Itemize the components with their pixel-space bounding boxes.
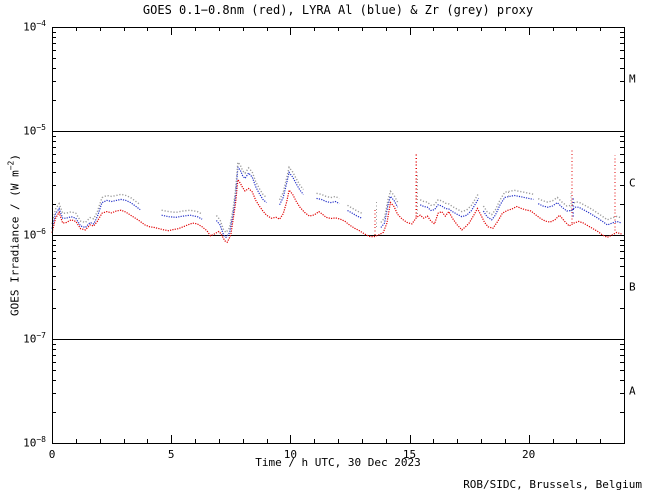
y-tick-label-1e-8: 10−8 <box>23 435 46 450</box>
flare-class-label-b: B <box>629 280 636 294</box>
y-tick-label-1e-6: 10−6 <box>23 227 46 242</box>
artifact-spikes <box>374 149 616 235</box>
x-tick-label-20: 20 <box>522 448 536 461</box>
x-tick-label-10: 10 <box>283 448 297 461</box>
x-tick-label-15: 15 <box>402 448 417 461</box>
plot-frame <box>52 27 625 444</box>
series-grey <box>51 160 622 234</box>
series-red <box>51 178 622 244</box>
series-blue <box>51 165 622 239</box>
x-axis-label: Time / h UTC, 30 Dec 2023 <box>255 456 421 469</box>
class-boundary-lines <box>52 131 624 340</box>
y-tick-label-1e-5: 10−5 <box>23 123 46 138</box>
flare-class-label-m: M <box>629 72 636 86</box>
x-tick-label-5: 5 <box>167 448 175 461</box>
y-tick-label-1e-4: 10−4 <box>23 19 46 34</box>
flare-class-label-c: C <box>629 176 636 190</box>
x-tick-label-0: 0 <box>48 448 56 461</box>
chart-title: GOES 0.1−0.8nm (red), LYRA Al (blue) & Z… <box>142 3 534 17</box>
flare-class-label-a: A <box>629 384 636 398</box>
credit-footer: ROB/SIDC, Brussels, Belgium <box>463 478 642 491</box>
y-tick-label-1e-7: 10−7 <box>23 331 46 346</box>
